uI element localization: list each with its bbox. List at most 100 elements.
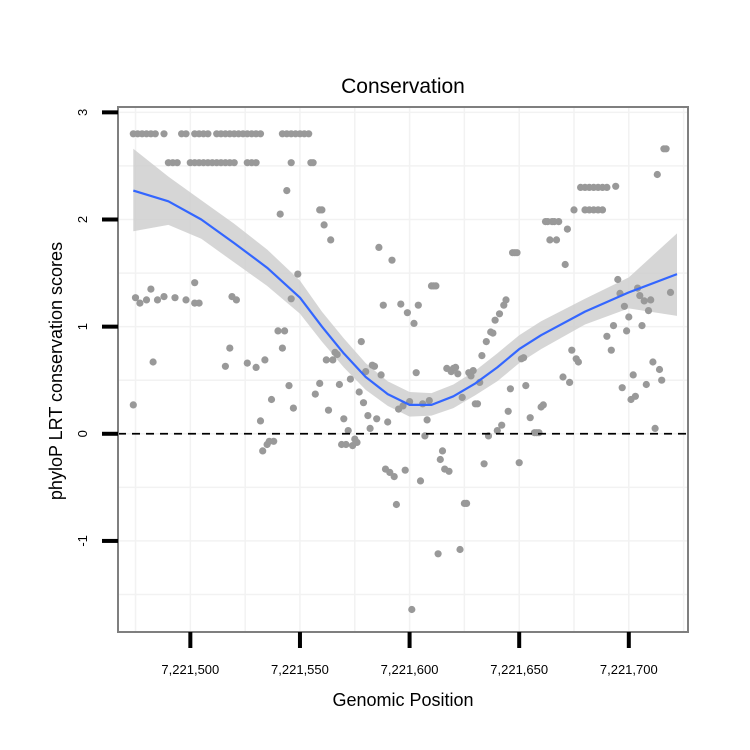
- data-point: [649, 358, 657, 366]
- data-point: [160, 293, 168, 301]
- y-tick-label: -1: [75, 535, 90, 547]
- data-point: [561, 260, 569, 269]
- data-point: [364, 412, 372, 420]
- data-point: [346, 375, 354, 383]
- data-point: [520, 354, 528, 362]
- data-point: [566, 378, 574, 386]
- data-point: [644, 307, 653, 315]
- data-point: [445, 467, 453, 475]
- y-tick-label: 2: [75, 216, 90, 223]
- data-point: [570, 206, 578, 214]
- data-point: [221, 362, 229, 370]
- data-point: [283, 187, 291, 195]
- data-point: [434, 550, 442, 558]
- data-point: [629, 371, 637, 379]
- data-point: [623, 327, 631, 335]
- data-point: [642, 380, 650, 389]
- data-point: [357, 338, 365, 346]
- data-point: [322, 356, 330, 364]
- data-point: [267, 395, 276, 404]
- data-point: [285, 382, 293, 390]
- data-point: [287, 295, 295, 303]
- data-point: [355, 388, 363, 396]
- data-point: [142, 296, 151, 304]
- data-point: [384, 418, 392, 426]
- data-point: [136, 299, 144, 307]
- data-point: [256, 417, 265, 425]
- data-point: [638, 322, 646, 330]
- data-point: [454, 370, 462, 378]
- data-point: [469, 367, 477, 375]
- data-point: [636, 292, 644, 300]
- data-point: [261, 356, 269, 364]
- data-point: [603, 332, 611, 340]
- data-point: [658, 376, 666, 384]
- data-point: [612, 182, 620, 190]
- data-point: [388, 256, 396, 264]
- data-point: [482, 338, 490, 346]
- data-point: [522, 382, 530, 390]
- data-point: [182, 296, 190, 304]
- data-point: [256, 130, 265, 138]
- data-point: [614, 275, 622, 284]
- data-point: [375, 243, 383, 251]
- data-point: [329, 356, 337, 364]
- data-point: [204, 130, 212, 138]
- data-point: [278, 344, 286, 352]
- chart-title: Conservation: [341, 75, 465, 98]
- data-point: [609, 322, 618, 330]
- data-point: [274, 327, 282, 335]
- data-point: [359, 399, 368, 407]
- data-point: [416, 477, 425, 485]
- data-point: [502, 296, 510, 304]
- data-point: [662, 145, 670, 153]
- data-point: [653, 170, 661, 179]
- data-point: [425, 397, 433, 405]
- data-point: [353, 438, 361, 446]
- data-point: [287, 159, 295, 167]
- y-tick-label: 0: [75, 430, 90, 437]
- data-point: [305, 130, 313, 138]
- data-point: [131, 294, 140, 302]
- panel-border: [117, 106, 689, 633]
- data-point: [559, 373, 567, 381]
- data-point: [370, 362, 379, 370]
- data-point: [640, 297, 648, 305]
- data-point: [412, 369, 420, 377]
- data-point: [342, 440, 350, 449]
- data-point: [666, 288, 675, 296]
- data-point: [401, 466, 409, 474]
- data-point: [631, 392, 640, 400]
- y-axis-label: phyloP LRT conservation scores: [46, 242, 66, 500]
- data-point: [379, 301, 387, 309]
- data-point: [230, 159, 238, 167]
- data-point: [362, 368, 370, 376]
- data-point: [232, 296, 240, 304]
- data-point: [410, 319, 418, 327]
- data-point: [259, 447, 267, 455]
- data-point: [276, 210, 284, 218]
- data-point: [149, 358, 157, 366]
- data-point: [495, 310, 504, 318]
- data-point: [344, 427, 352, 435]
- data-point: [390, 473, 398, 481]
- y-tick-label: 1: [75, 323, 90, 330]
- data-point: [226, 344, 234, 352]
- data-point: [366, 424, 374, 432]
- data-point: [555, 218, 563, 226]
- data-point: [493, 427, 501, 435]
- data-point: [535, 429, 543, 437]
- data-point: [438, 447, 447, 455]
- data-point: [478, 352, 486, 360]
- data-point: [563, 225, 572, 233]
- data-point: [243, 359, 251, 367]
- smooth-line: [132, 189, 678, 406]
- data-point: [515, 459, 523, 467]
- data-point: [552, 236, 561, 244]
- data-point: [513, 249, 521, 257]
- data-point: [373, 415, 381, 423]
- data-point: [423, 416, 431, 424]
- data-point: [403, 309, 411, 317]
- data-point: [491, 316, 499, 324]
- data-point: [311, 390, 319, 398]
